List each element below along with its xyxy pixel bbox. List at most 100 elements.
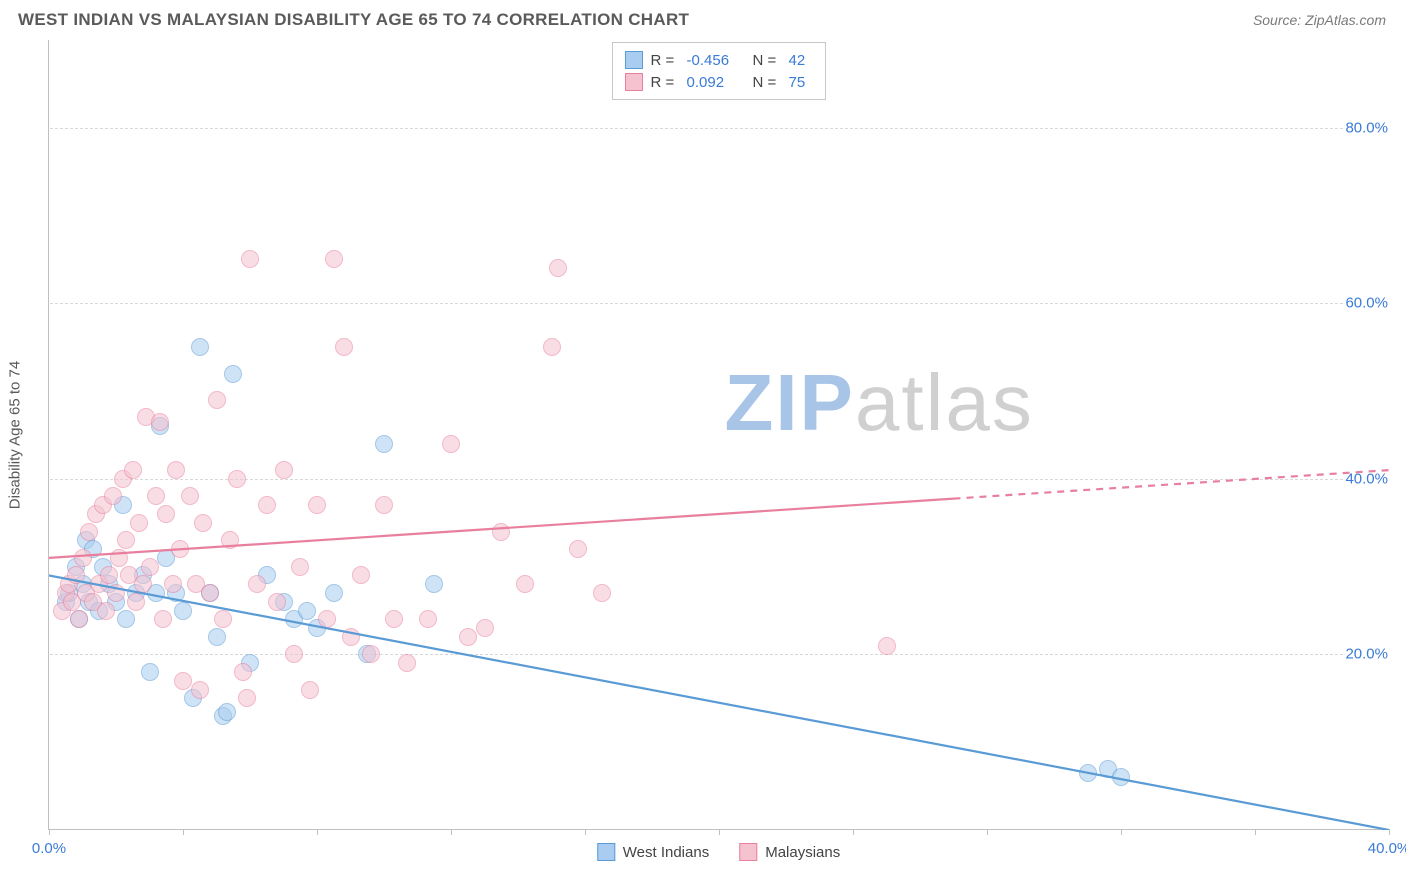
watermark: ZIPatlas [724, 357, 1033, 449]
data-point [107, 584, 125, 602]
data-point [167, 461, 185, 479]
data-point [97, 602, 115, 620]
gridline [50, 479, 1388, 480]
data-point [130, 514, 148, 532]
data-point [181, 487, 199, 505]
trendlines [49, 40, 1389, 830]
data-point [104, 487, 122, 505]
r-label: R = [651, 74, 679, 91]
data-point [218, 703, 236, 721]
data-point [258, 496, 276, 514]
legend-row-1: R = -0.456 N = 42 [625, 49, 813, 71]
x-tick [1389, 829, 1390, 835]
data-point [214, 610, 232, 628]
gridline [50, 303, 1388, 304]
n-label: N = [753, 74, 781, 91]
data-point [1079, 764, 1097, 782]
x-tick [987, 829, 988, 835]
legend-label-1: West Indians [623, 844, 709, 861]
x-tick-label: 0.0% [32, 840, 66, 857]
watermark-zip: ZIP [724, 358, 854, 447]
y-tick-label: 20.0% [1343, 646, 1390, 663]
data-point [516, 575, 534, 593]
data-point [325, 584, 343, 602]
data-point [375, 435, 393, 453]
data-point [569, 540, 587, 558]
data-point [191, 681, 209, 699]
data-point [442, 435, 460, 453]
x-tick [1255, 829, 1256, 835]
data-point [318, 610, 336, 628]
data-point [593, 584, 611, 602]
swatch-bottom-2 [739, 843, 757, 861]
data-point [228, 470, 246, 488]
data-point [325, 250, 343, 268]
x-tick [585, 829, 586, 835]
data-point [375, 496, 393, 514]
data-point [419, 610, 437, 628]
swatch-bottom-1 [597, 843, 615, 861]
data-point [342, 628, 360, 646]
data-point [549, 259, 567, 277]
watermark-atlas: atlas [855, 358, 1034, 447]
data-point [352, 566, 370, 584]
data-point [117, 531, 135, 549]
data-point [67, 566, 85, 584]
x-tick [49, 829, 50, 835]
data-point [238, 689, 256, 707]
data-point [157, 505, 175, 523]
data-point [221, 531, 239, 549]
correlation-legend: R = -0.456 N = 42 R = 0.092 N = 75 [612, 42, 826, 100]
data-point [141, 558, 159, 576]
data-point [134, 575, 152, 593]
y-tick-label: 80.0% [1343, 119, 1390, 136]
data-point [147, 487, 165, 505]
data-point [224, 365, 242, 383]
data-point [543, 338, 561, 356]
source-attribution: Source: ZipAtlas.com [1253, 12, 1386, 28]
data-point [80, 523, 98, 541]
data-point [301, 681, 319, 699]
data-point [191, 338, 209, 356]
data-point [208, 391, 226, 409]
data-point [398, 654, 416, 672]
data-point [164, 575, 182, 593]
y-tick-label: 40.0% [1343, 470, 1390, 487]
chart-header: WEST INDIAN VS MALAYSIAN DISABILITY AGE … [0, 0, 1406, 36]
data-point [476, 619, 494, 637]
x-tick [317, 829, 318, 835]
data-point [151, 413, 169, 431]
series-legend: West Indians Malaysians [597, 843, 840, 861]
data-point [174, 672, 192, 690]
data-point [127, 593, 145, 611]
legend-item-1: West Indians [597, 843, 709, 861]
data-point [285, 645, 303, 663]
data-point [70, 610, 88, 628]
y-axis-label: Disability Age 65 to 74 [7, 360, 24, 508]
r-label: R = [651, 52, 679, 69]
data-point [308, 496, 326, 514]
data-point [385, 610, 403, 628]
data-point [100, 566, 118, 584]
data-point [74, 549, 92, 567]
data-point [1112, 768, 1130, 786]
legend-item-2: Malaysians [739, 843, 840, 861]
swatch-series-1 [625, 51, 643, 69]
x-tick [853, 829, 854, 835]
x-tick-label: 40.0% [1368, 840, 1406, 857]
x-tick [719, 829, 720, 835]
data-point [141, 663, 159, 681]
data-point [241, 250, 259, 268]
data-point [492, 523, 510, 541]
x-tick [1121, 829, 1122, 835]
y-tick-label: 60.0% [1343, 295, 1390, 312]
n-label: N = [753, 52, 781, 69]
data-point [362, 645, 380, 663]
legend-label-2: Malaysians [765, 844, 840, 861]
data-point [268, 593, 286, 611]
data-point [174, 602, 192, 620]
data-point [275, 461, 293, 479]
data-point [154, 610, 172, 628]
chart-title: WEST INDIAN VS MALAYSIAN DISABILITY AGE … [18, 10, 689, 30]
data-point [201, 584, 219, 602]
